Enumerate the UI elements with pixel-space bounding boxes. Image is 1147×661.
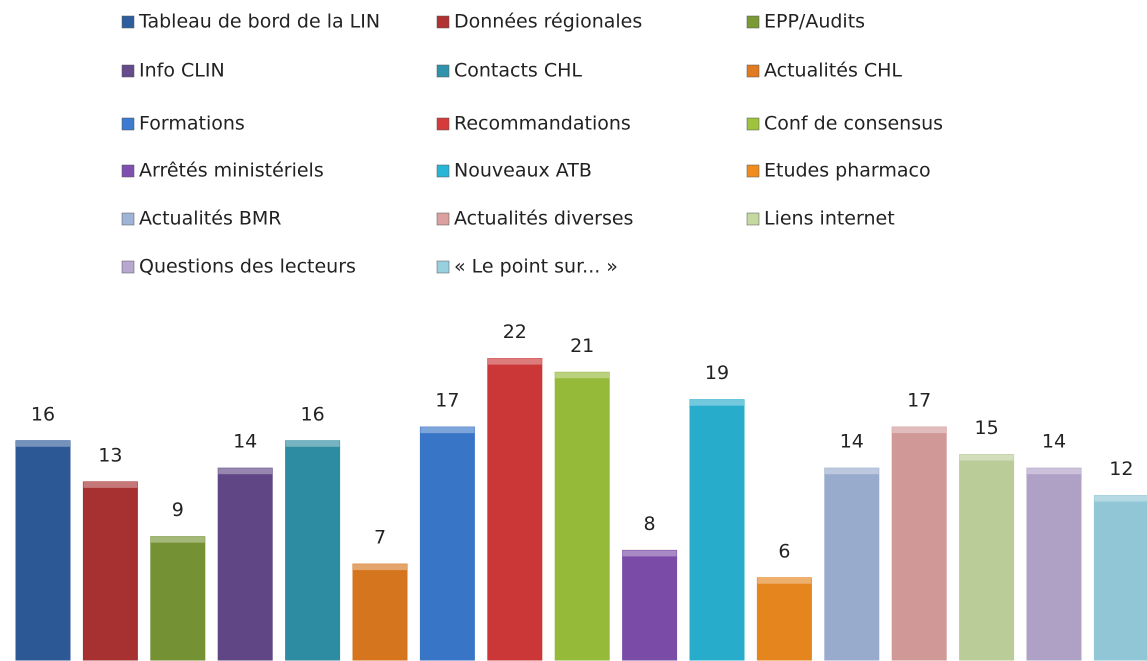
legend-swatch [121,64,135,78]
legend-label: Données régionales [454,11,642,33]
legend-label: EPP/Audits [764,11,865,33]
legend-swatch [436,117,450,131]
legend-swatch [436,164,450,178]
bar [217,467,273,661]
legend-label: Actualités diverses [454,208,633,230]
legend-label: Tableau de bord de la LIN [138,11,380,33]
bar [1093,495,1147,661]
data-label: 16 [301,403,325,425]
data-label: 16 [31,403,55,425]
bar-cap [353,564,407,571]
data-label: 14 [233,431,257,453]
bar [487,358,543,661]
bar [824,467,880,661]
bar [959,454,1015,661]
bar-cap [622,550,677,557]
data-label: 17 [907,390,931,412]
bar-cap [150,536,205,543]
bar-cap [824,468,879,475]
legend-swatch [121,15,135,29]
legend-label: Etudes pharmaco [764,160,931,182]
legend-swatch [436,64,450,78]
bar-cap [892,427,947,434]
legend-swatch [121,212,135,226]
legend-swatch [121,117,135,131]
legend-label: Liens internet [764,208,895,230]
bar [891,426,947,661]
legend-label: Actualités CHL [764,60,902,82]
bar [756,577,812,661]
bar [150,536,206,661]
legend-swatch [436,212,450,226]
legend-label: Contacts CHL [454,60,582,82]
legend-swatch [746,15,760,29]
legend-swatch [436,260,450,274]
legend-label: Actualités BMR [139,208,282,230]
bar-cap [959,454,1014,461]
bar [554,371,610,661]
bar-cap [420,427,475,434]
bar [82,481,138,661]
bar [419,426,475,661]
data-label: 22 [503,321,527,343]
legend-label: Info CLIN [139,60,225,82]
bar-cap [690,399,744,406]
data-label: 8 [644,513,656,535]
legend-swatch [746,164,760,178]
data-label: 14 [840,431,864,453]
legend-swatch [746,64,760,78]
bar [352,563,408,661]
bar-cap [1027,468,1081,475]
bar-cap [218,468,273,475]
bar-cap [1094,495,1147,502]
legend-label: Formations [139,113,245,135]
bar-cap [757,577,812,584]
legend-label: Questions des lecteurs [139,256,356,278]
legend-swatch [746,212,760,226]
data-label: 15 [975,417,999,439]
legend-swatch [436,15,450,29]
legend-swatch [121,164,135,178]
data-label: 21 [570,335,594,357]
bar-cap [83,481,138,488]
data-label: 9 [172,499,184,521]
data-label: 13 [98,444,122,466]
data-label: 14 [1042,431,1066,453]
legend-label: Arrêtés ministériels [139,160,324,182]
data-label: 6 [778,540,790,562]
legend-swatch [121,260,135,274]
legend-label: Nouveaux ATB [454,160,592,182]
data-label: 12 [1109,458,1133,480]
bar-cap [285,440,340,447]
bar [689,399,745,661]
legend-label: « Le point sur... » [454,256,618,278]
bar [1026,467,1082,661]
legend-swatch [746,117,760,131]
bar [15,440,71,661]
data-label: 19 [705,362,729,384]
legend-label: Conf de consensus [764,113,943,135]
bar-cap [16,440,70,447]
legend-label: Recommandations [454,113,631,135]
data-label: 7 [374,527,386,549]
bar [285,440,341,661]
data-label: 17 [435,390,459,412]
bar [622,549,678,661]
bar-cap [487,358,542,365]
bar-cap [555,372,610,379]
